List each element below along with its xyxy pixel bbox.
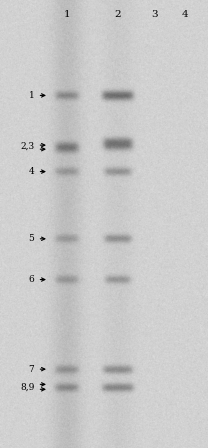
- Text: 1: 1: [64, 10, 70, 19]
- Text: 5: 5: [28, 234, 34, 243]
- Text: 4: 4: [182, 10, 188, 19]
- Text: 6: 6: [29, 275, 34, 284]
- Text: 2: 2: [115, 10, 121, 19]
- Text: 7: 7: [29, 365, 34, 374]
- Text: 8,9: 8,9: [20, 383, 34, 392]
- Text: 3: 3: [152, 10, 158, 19]
- Text: 4: 4: [29, 167, 34, 176]
- Text: 1: 1: [29, 91, 34, 100]
- Text: 2,3: 2,3: [20, 142, 34, 151]
